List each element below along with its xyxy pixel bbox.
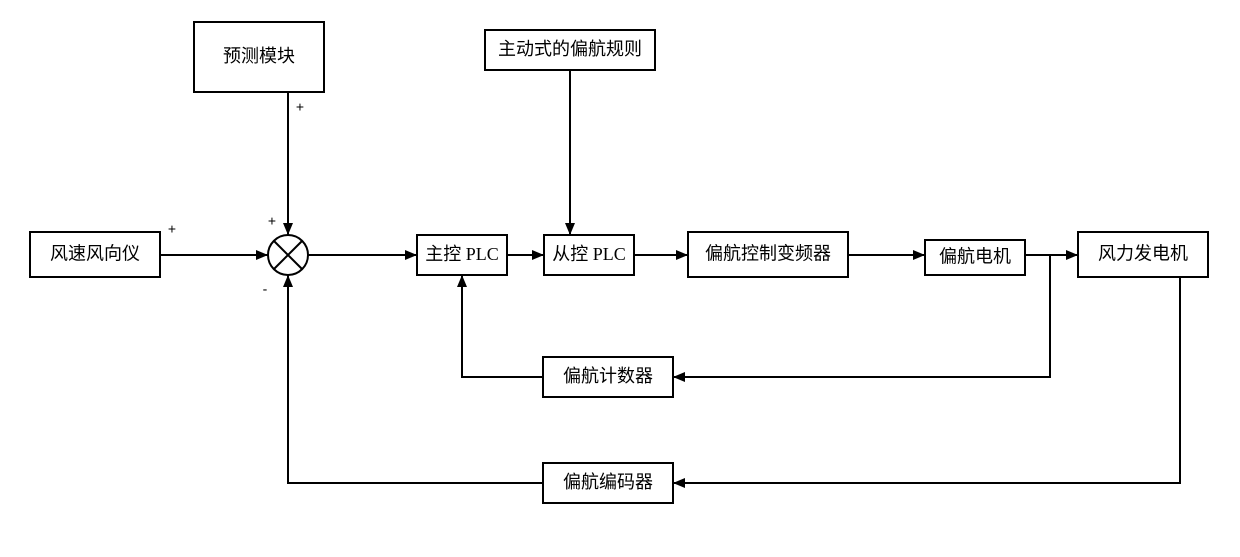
block-yaw_rule: 主动式的偏航规则 bbox=[485, 30, 655, 70]
block-prediction: 预测模块 bbox=[194, 22, 324, 92]
block-main_plc: 主控 PLC bbox=[417, 235, 507, 275]
block-yaw_vfd: 偏航控制变频器 bbox=[688, 232, 848, 277]
block-yaw_motor: 偏航电机 bbox=[925, 240, 1025, 275]
label-anemometer: 风速风向仪 bbox=[50, 244, 140, 264]
diagram-canvas: + + + - 预测模块 主动式的偏航规则风速风向仪 主控 PLC 从控 PLC 偏航控制变频器… bbox=[0, 0, 1240, 557]
label-yaw_rule: 主动式的偏航规则 bbox=[498, 39, 642, 59]
label-slave_plc: 从控 PLC bbox=[552, 244, 626, 264]
sum-sign: - bbox=[263, 281, 268, 297]
sum-sign: + bbox=[168, 221, 176, 237]
label-yaw_vfd: 偏航控制变频器 bbox=[705, 244, 831, 264]
label-yaw_motor: 偏航电机 bbox=[939, 247, 1011, 267]
block-slave_plc: 从控 PLC bbox=[544, 235, 634, 275]
svg-text:+: + bbox=[296, 99, 304, 115]
block-yaw_encoder: 偏航编码器 bbox=[543, 463, 673, 503]
label-prediction: 预测模块 bbox=[223, 46, 295, 66]
label-yaw_counter: 偏航计数器 bbox=[563, 366, 653, 386]
block-anemometer: 风速风向仪 bbox=[30, 232, 160, 277]
block-yaw_counter: 偏航计数器 bbox=[543, 357, 673, 397]
block-wind_turbine: 风力发电机 bbox=[1078, 232, 1208, 277]
label-yaw_encoder: 偏航编码器 bbox=[563, 472, 653, 492]
label-wind_turbine: 风力发电机 bbox=[1098, 244, 1188, 264]
sum-sign: + bbox=[268, 213, 276, 229]
label-main_plc: 主控 PLC bbox=[425, 244, 499, 264]
